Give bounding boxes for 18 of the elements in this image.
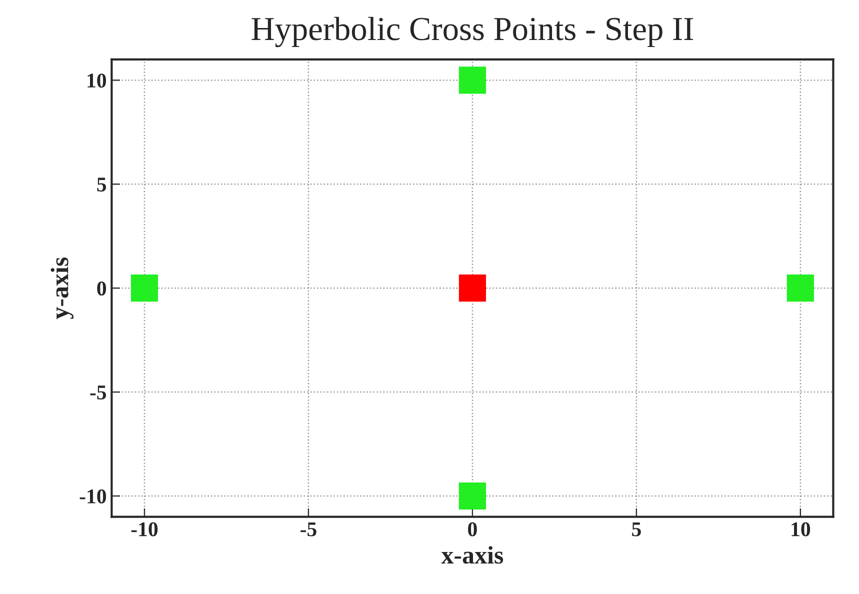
y-tick-label: 0 [97,281,106,296]
point [786,274,814,302]
x-tick-label: 10 [792,522,810,536]
y-axis-title: y-axis [50,257,74,320]
chart-title: Hyperbolic Cross Points - Step II [252,16,694,48]
point [458,482,486,510]
y-tick-label: 10 [88,74,106,88]
point [458,274,486,302]
x-tick-label: -5 [300,522,316,536]
y-tick-label: 5 [97,178,106,192]
point [130,274,158,302]
x-tick-label: 0 [468,522,477,536]
x-tick-label: -10 [131,522,158,536]
point [458,66,486,94]
y-tick-label: -5 [90,386,106,400]
x-tick-label: 5 [632,522,641,536]
y-tick-label: -10 [80,489,106,504]
x-axis-title: x-axis [441,546,504,564]
